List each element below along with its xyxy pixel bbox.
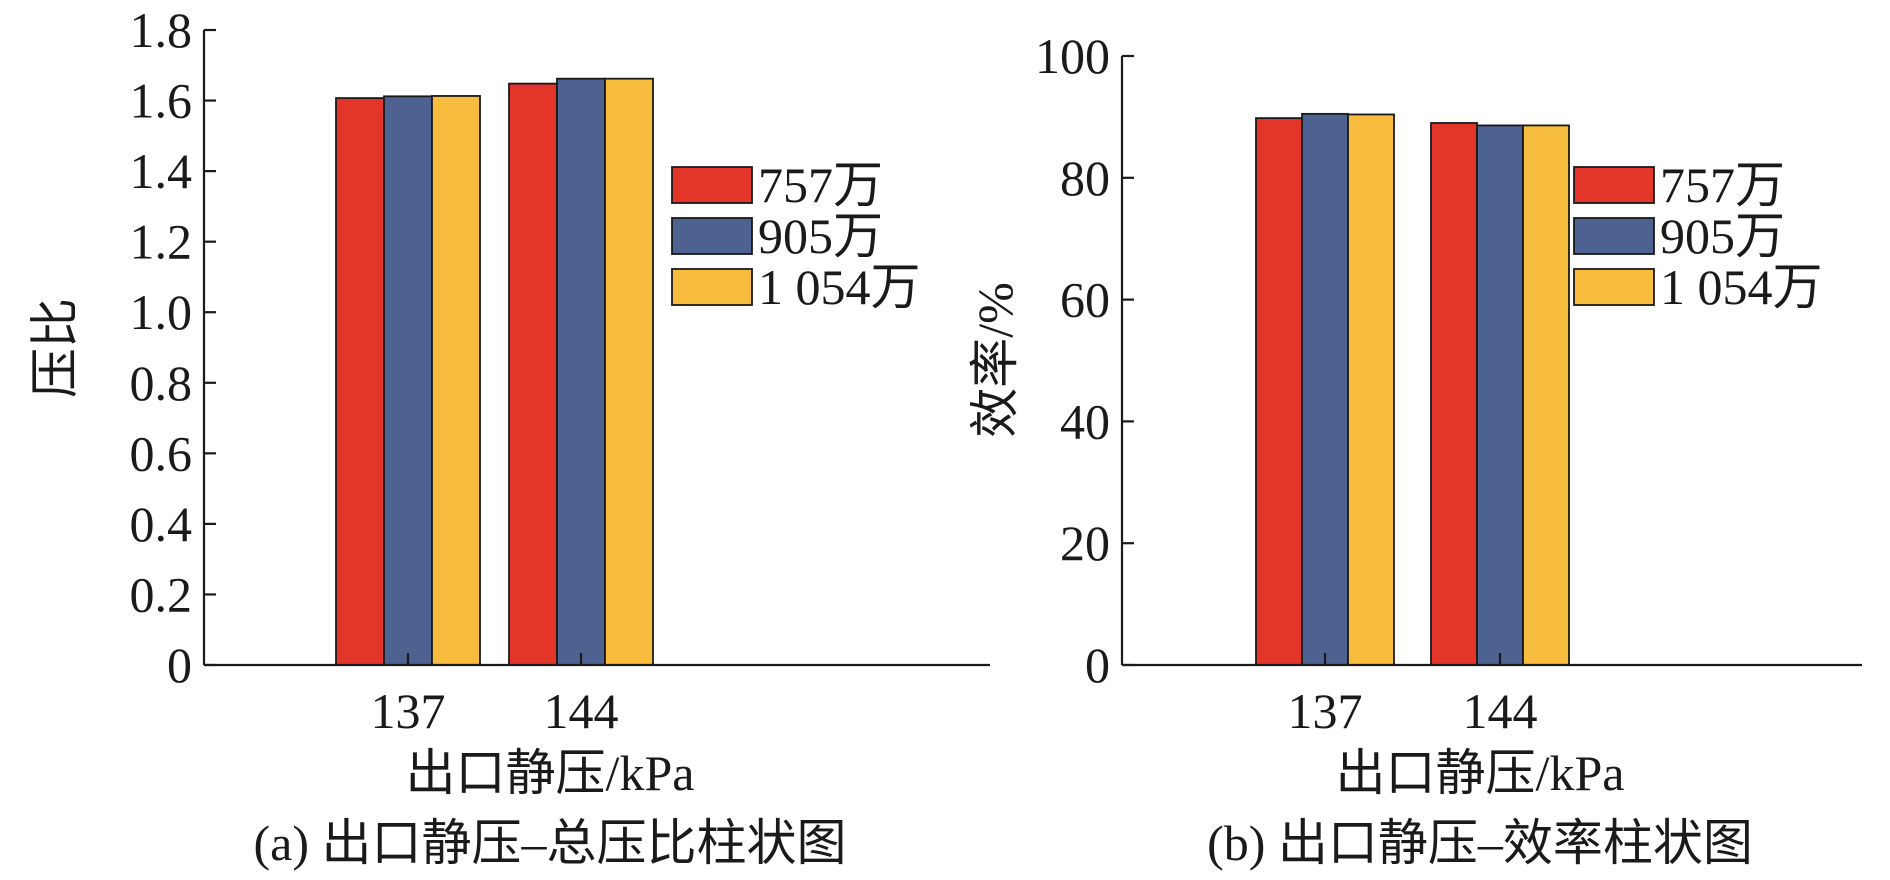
legend-swatch-1	[1573, 217, 1655, 255]
bar-b-cat0-series2	[1347, 113, 1395, 666]
bar-a-cat1-series1	[556, 77, 606, 666]
y-tick-label: 60	[1060, 272, 1110, 328]
bar-b-cat0-series1	[1301, 112, 1349, 666]
y-tick-label: 100	[1035, 28, 1110, 84]
x-tick-label: 144	[544, 683, 619, 739]
y-tick-label: 0	[1085, 637, 1110, 693]
y-axis-label: 效率/%	[967, 282, 1023, 438]
legend-label-2: 1 054万	[1660, 259, 1823, 315]
y-axis-label: 压比	[27, 298, 83, 398]
bar-a-cat1-series0	[508, 82, 558, 666]
legend-label-2: 1 054万	[758, 259, 921, 315]
legend-label-0: 757万	[1660, 157, 1785, 213]
y-tick-label: 0.2	[130, 566, 193, 622]
legend-swatch-0	[1573, 166, 1655, 204]
legend-swatch-2	[1573, 268, 1655, 306]
x-axis-label: 出口静压/kPa	[1336, 745, 1625, 801]
y-tick-label: 0.8	[130, 355, 193, 411]
legend-swatch-0	[671, 166, 753, 204]
bar-b-cat1-series0	[1430, 122, 1478, 666]
y-tick-label: 1.6	[130, 73, 193, 129]
bar-b-cat0-series0	[1255, 117, 1303, 666]
x-tick-label: 144	[1463, 683, 1538, 739]
y-tick-label: 1.4	[130, 143, 193, 199]
bar-b-cat1-series1	[1476, 124, 1524, 666]
legend-label-1: 905万	[758, 208, 883, 264]
y-tick-label: 1.0	[130, 284, 193, 340]
bar-a-cat1-series2	[604, 77, 654, 666]
panel-caption: (a) 出口静压–总压比柱状图	[254, 815, 847, 871]
y-tick-label: 1.8	[130, 2, 193, 58]
y-tick-label: 20	[1060, 515, 1110, 571]
legend-label-0: 757万	[758, 157, 883, 213]
x-axis-label: 出口静压/kPa	[406, 745, 695, 801]
y-tick-label: 80	[1060, 150, 1110, 206]
bar-a-cat0-series0	[335, 97, 385, 666]
y-tick-label: 1.2	[130, 214, 193, 270]
y-tick-label: 40	[1060, 393, 1110, 449]
x-tick-label: 137	[1288, 683, 1363, 739]
y-tick-label: 0.6	[130, 425, 193, 481]
legend-label-1: 905万	[1660, 208, 1785, 264]
panel-caption: (b) 出口静压–效率柱状图	[1207, 815, 1753, 871]
bar-a-cat0-series1	[383, 95, 433, 666]
legend-swatch-1	[671, 217, 753, 255]
legend-swatch-2	[671, 268, 753, 306]
bar-a-cat0-series2	[431, 95, 481, 666]
bar-b-cat1-series2	[1522, 124, 1570, 666]
y-tick-label: 0	[167, 637, 192, 693]
x-tick-label: 137	[371, 683, 446, 739]
y-tick-label: 0.4	[130, 496, 193, 552]
